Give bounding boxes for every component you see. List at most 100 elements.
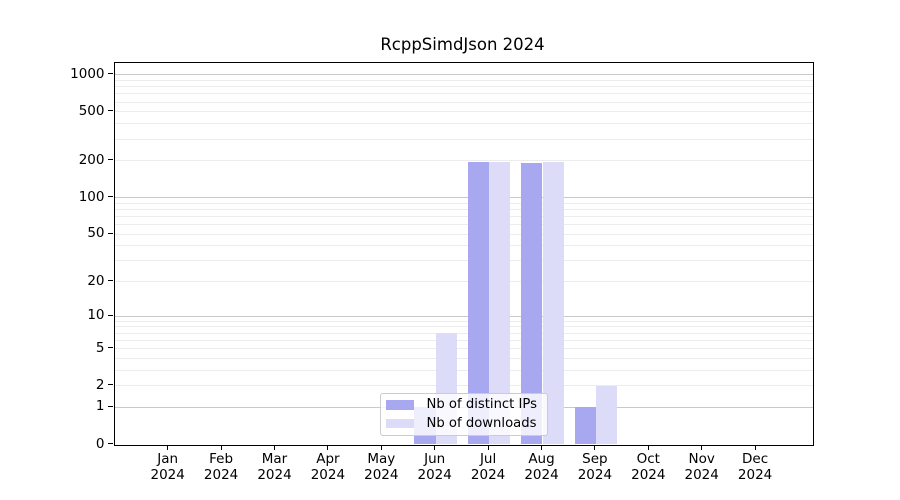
gridline-6 — [114, 339, 813, 341]
x-tick-label-aug: Aug 2024 — [510, 451, 574, 484]
x-tick-month: Dec — [742, 450, 769, 467]
gridline-2 — [114, 385, 813, 387]
bar-aug-distinct-ips — [521, 162, 543, 445]
bar-aug-downloads — [542, 161, 564, 445]
y-tick-20 — [107, 280, 113, 282]
x-tick-month: Sep — [582, 450, 608, 467]
legend-item-distinct-ips: Nb of distinct IPs — [385, 397, 541, 413]
x-tick-month: Jun — [424, 450, 446, 467]
y-tick-200 — [107, 159, 113, 161]
x-tick-label-mar: Mar 2024 — [243, 451, 307, 484]
gridline-700 — [114, 93, 813, 95]
y-tick-10 — [107, 314, 113, 316]
x-tick-jan — [167, 444, 169, 450]
y-tick-5 — [107, 347, 113, 349]
x-tick-month: Nov — [688, 450, 715, 467]
gridline-60 — [114, 224, 813, 226]
gridline-40 — [114, 245, 813, 247]
gridline-8 — [114, 326, 813, 328]
x-tick-month: Aug — [528, 450, 555, 467]
gridline-5 — [114, 348, 813, 350]
x-tick-year: 2024 — [470, 467, 506, 483]
gridline-500 — [114, 111, 813, 113]
legend-swatch-distinct-ips-icon — [385, 400, 414, 410]
x-tick-month: Jan — [157, 450, 179, 467]
gridline-50 — [114, 233, 813, 235]
legend-label-distinct-ips: Nb of distinct IPs — [426, 397, 538, 413]
x-tick-year: 2024 — [684, 467, 719, 483]
bar-jul-distinct-ips — [467, 161, 490, 445]
x-tick-month: Oct — [636, 450, 660, 467]
x-tick-jul — [487, 444, 489, 450]
y-tick-label-500: 500 — [78, 102, 105, 119]
x-tick-label-feb: Feb 2024 — [189, 451, 253, 484]
x-tick-dec — [754, 444, 756, 450]
gridline-90 — [114, 202, 813, 204]
y-tick-label-1000: 1000 — [70, 65, 105, 82]
chart-title: RcppSimdJson 2024 — [380, 35, 545, 54]
x-tick-year: 2024 — [310, 467, 346, 483]
gridline-3 — [114, 369, 813, 371]
bar-sep-distinct-ips — [574, 407, 596, 445]
x-tick-year: 2024 — [203, 467, 239, 483]
x-tick-month: Jul — [479, 450, 497, 467]
bar-sep-downloads — [595, 385, 618, 445]
gridline-600 — [114, 101, 813, 103]
y-tick-50 — [107, 232, 113, 234]
gridline-7 — [114, 332, 813, 334]
gridline-200 — [114, 160, 813, 162]
x-tick-aug — [540, 444, 543, 450]
gridline-30 — [114, 260, 813, 262]
x-tick-sep — [594, 444, 596, 450]
x-tick-year: 2024 — [364, 467, 399, 483]
x-tick-jun — [434, 444, 436, 450]
gridline-9 — [114, 320, 813, 322]
y-tick-1 — [107, 405, 113, 407]
x-tick-year: 2024 — [524, 467, 559, 483]
gridline-10 — [114, 315, 813, 317]
y-tick-label-5: 5 — [95, 339, 105, 356]
y-tick-label-0: 0 — [95, 435, 105, 452]
y-tick-0 — [107, 442, 113, 445]
gridline-4 — [114, 357, 813, 359]
x-tick-apr — [327, 444, 329, 450]
gridline-100 — [114, 197, 813, 199]
y-tick-1000 — [107, 73, 113, 75]
gridline-900 — [114, 79, 813, 81]
x-tick-year: 2024 — [577, 467, 613, 483]
bar-jul-downloads — [489, 161, 511, 445]
gridline-300 — [114, 138, 813, 140]
gridline-70 — [114, 215, 813, 217]
y-tick-100 — [107, 195, 113, 198]
x-tick-month: Apr — [316, 450, 340, 467]
gridline-400 — [114, 123, 813, 125]
y-tick-label-10: 10 — [87, 307, 105, 324]
x-tick-month: Feb — [209, 450, 234, 467]
x-tick-month: May — [367, 450, 396, 467]
x-tick-label-jun: Jun 2024 — [403, 451, 467, 484]
gridline-800 — [114, 86, 813, 88]
y-tick-2 — [107, 384, 113, 386]
x-tick-label-jan: Jan 2024 — [136, 451, 200, 484]
legend-item-downloads: Nb of downloads — [385, 416, 541, 431]
x-tick-year: 2024 — [257, 467, 292, 483]
x-tick-year: 2024 — [417, 467, 452, 483]
y-tick-label-100: 100 — [78, 188, 105, 205]
legend: Nb of distinct IPs Nb of downloads — [379, 392, 548, 436]
gridline-20 — [114, 281, 813, 283]
x-tick-oct — [647, 444, 649, 450]
x-tick-may — [380, 444, 382, 450]
x-tick-month: Mar — [261, 450, 288, 467]
y-tick-label-1: 1 — [95, 398, 105, 415]
y-tick-label-200: 200 — [78, 151, 105, 168]
y-tick-500 — [107, 110, 113, 112]
x-tick-mar — [273, 444, 276, 450]
plot-area: Nb of distinct IPs Nb of downloads — [113, 61, 814, 446]
x-tick-label-oct: Oct 2024 — [616, 451, 680, 484]
y-tick-label-50: 50 — [87, 225, 105, 242]
y-tick-label-2: 2 — [95, 376, 105, 393]
y-tick-label-20: 20 — [87, 272, 105, 289]
x-tick-year: 2024 — [737, 467, 773, 483]
x-tick-label-apr: Apr 2024 — [296, 451, 360, 484]
